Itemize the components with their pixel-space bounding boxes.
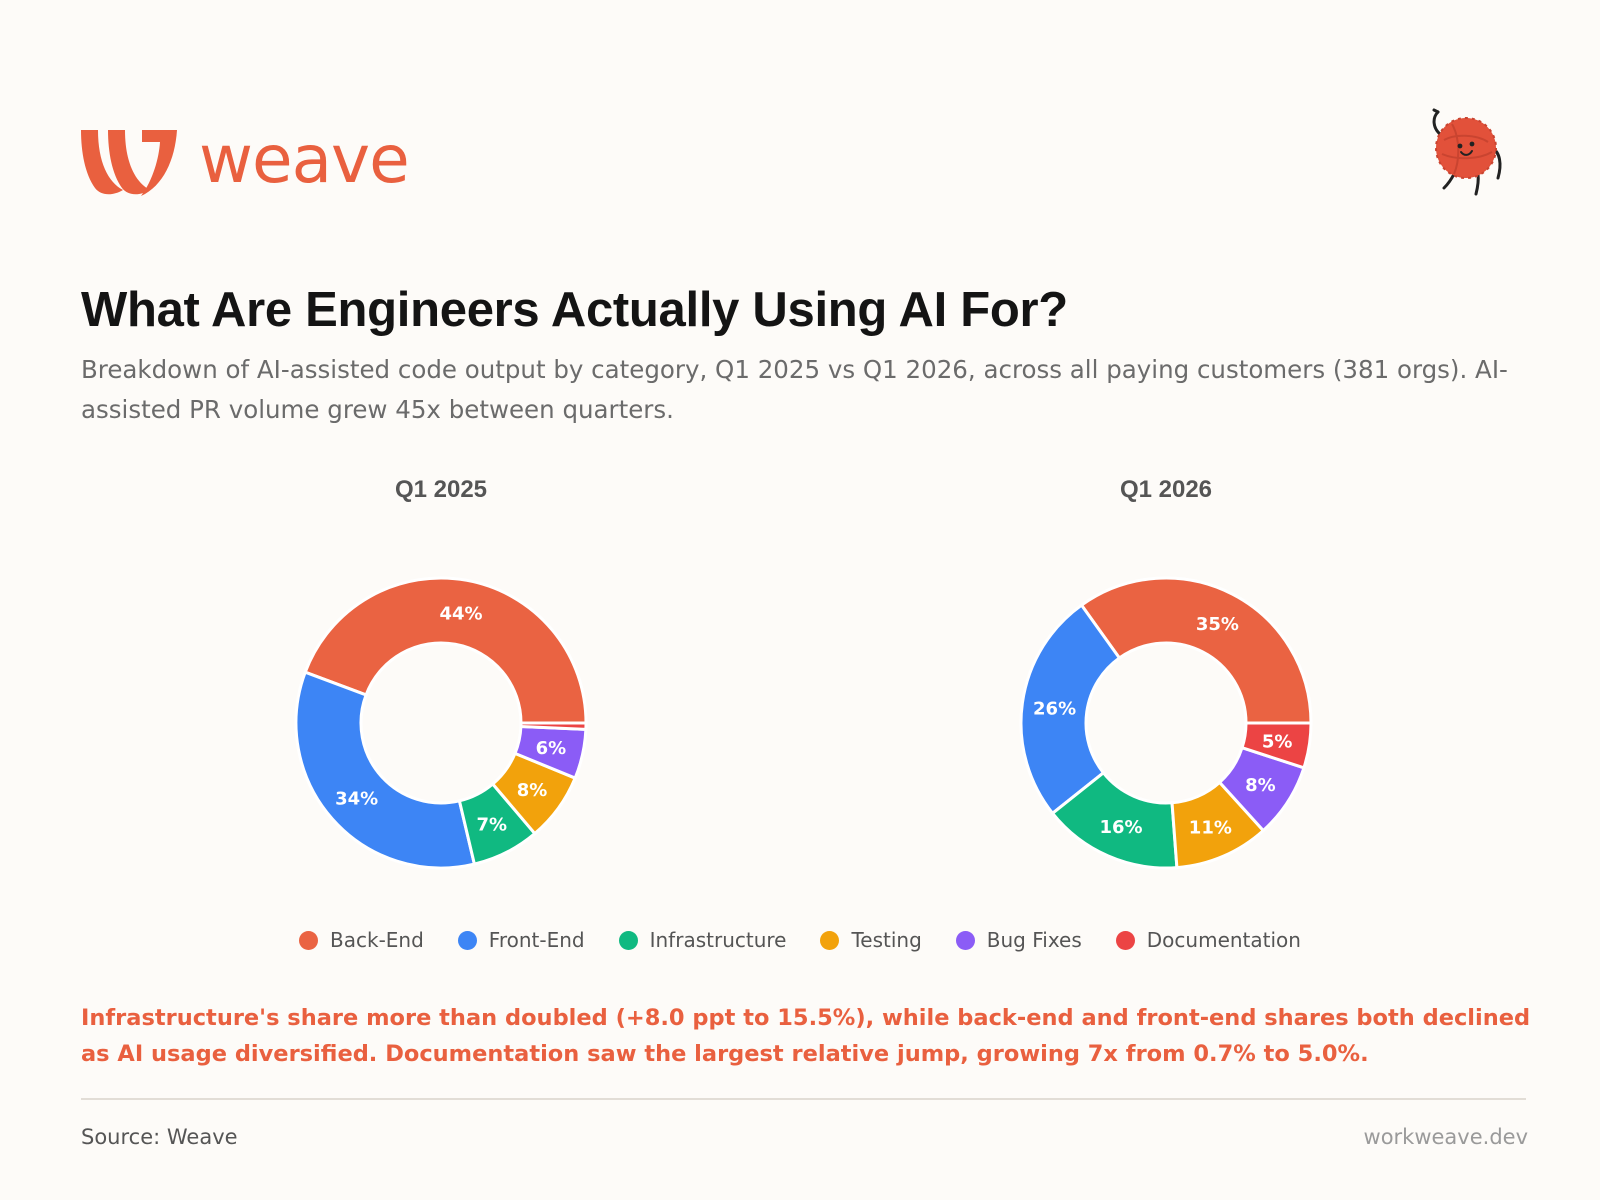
- page-subtitle: Breakdown of AI-assisted code output by …: [81, 355, 1508, 424]
- legend-label: Front-End: [488, 928, 585, 952]
- legend-item-infrastructure[interactable]: Infrastructure: [618, 928, 787, 952]
- data-label-q1-2025-front-end: 34%: [335, 788, 378, 809]
- yarn-mascot-icon: [1432, 108, 1502, 196]
- legend-swatch: [820, 930, 840, 950]
- data-label-q1-2026-back-end: 35%: [1196, 614, 1239, 635]
- weave-logo-icon: [81, 130, 177, 196]
- legend-label: Documentation: [1146, 928, 1301, 952]
- chart-title-q1-2025: Q1 2025: [395, 476, 487, 503]
- data-label-q1-2025-testing: 8%: [517, 780, 548, 801]
- data-label-q1-2025-bug-fixes: 6%: [536, 738, 567, 759]
- legend-label: Testing: [851, 928, 922, 952]
- legend-swatch: [955, 930, 975, 950]
- weave-logo[interactable]: weave: [81, 121, 410, 198]
- legend-swatch: [1115, 930, 1135, 950]
- slice-q1-2025-front-end[interactable]: [294, 670, 476, 870]
- data-label-q1-2025-infrastructure: 7%: [476, 814, 507, 835]
- donut-charts: Q1 2025 44% 34% 7% 8% 6% Q1 2026 35% 26% 16% 11% 8%…: [294, 476, 1313, 870]
- legend-item-testing[interactable]: Testing: [820, 928, 922, 952]
- page-title: What Are Engineers Actually Using AI For…: [81, 283, 1068, 337]
- slice-q1-2025-documentation[interactable]: [519, 721, 588, 731]
- data-label-q1-2026-front-end: 26%: [1033, 698, 1076, 719]
- data-label-q1-2025-back-end: 44%: [439, 603, 482, 624]
- data-label-q1-2026-infrastructure: 16%: [1099, 817, 1142, 838]
- legend-label: Infrastructure: [649, 928, 787, 952]
- data-label-q1-2026-bug-fixes: 8%: [1245, 775, 1276, 796]
- legend-item-back-end[interactable]: Back-End: [299, 928, 424, 952]
- legend-item-documentation[interactable]: Documentation: [1115, 928, 1301, 952]
- legend-swatch: [457, 930, 477, 950]
- chart-title-q1-2026: Q1 2026: [1120, 476, 1212, 503]
- data-label-q1-2026-testing: 11%: [1189, 817, 1232, 838]
- source-note: Source: Weave: [81, 1125, 238, 1149]
- legend-item-bug-fixes[interactable]: Bug Fixes: [955, 928, 1082, 952]
- legend-label: Back-End: [330, 928, 424, 952]
- slice-q1-2026-documentation[interactable]: [1240, 721, 1313, 770]
- footer-divider: [81, 1098, 1526, 1100]
- legend-label: Bug Fixes: [986, 928, 1082, 952]
- slice-q1-2025-back-end[interactable]: [303, 576, 588, 725]
- legend-swatch: [618, 930, 638, 950]
- key-insight: Infrastructure's share more than doubled…: [81, 1005, 1531, 1067]
- legend-item-front-end[interactable]: Front-End: [457, 928, 585, 952]
- slice-q1-2026-back-end[interactable]: [1080, 576, 1313, 725]
- legend-swatch: [299, 930, 319, 950]
- chart-legend: Back-End Front-End Infrastructure Testing Bu…: [0, 928, 1600, 952]
- site-link[interactable]: workweave.dev: [1363, 1125, 1528, 1149]
- data-label-q1-2026-documentation: 5%: [1262, 732, 1293, 753]
- brand-name: weave: [199, 121, 410, 198]
- slice-q1-2026-front-end[interactable]: [1019, 603, 1121, 815]
